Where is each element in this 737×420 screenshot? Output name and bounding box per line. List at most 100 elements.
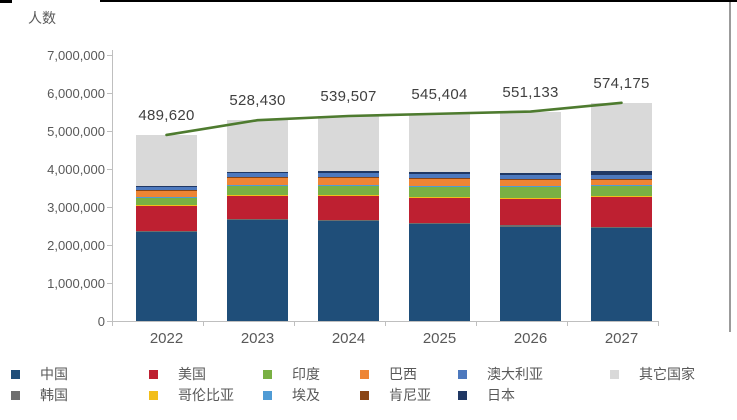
trend-point-label: 528,430 (229, 92, 286, 110)
bar-segment-2023-肯尼亚 (227, 177, 288, 179)
bar-segment-2026-埃及 (500, 186, 561, 188)
bar-segment-2026-澳大利亚 (500, 174, 561, 180)
y-tick-mark (107, 245, 112, 246)
trend-point-label: 551,133 (502, 83, 559, 101)
legend-label: 哥伦比亚 (178, 387, 234, 403)
bar-segment-2026-哥伦比亚 (500, 198, 561, 200)
bar-segment-2027-韩国 (591, 226, 652, 228)
x-tick-mark (294, 321, 295, 326)
bar-segment-2022-印度 (136, 197, 197, 206)
bar-segment-2023-澳大利亚 (227, 173, 288, 177)
legend-label: 印度 (292, 366, 320, 382)
trend-point-label: 545,404 (411, 85, 468, 103)
legend-item-印度: 印度 (263, 364, 320, 384)
legend-label: 韩国 (40, 387, 68, 403)
legend-swatch-icon (610, 369, 619, 379)
bar-segment-2025-中国 (409, 224, 470, 321)
bar-segment-2024-印度 (318, 185, 379, 196)
bar-segment-2022-埃及 (136, 196, 197, 198)
bar-segment-2023-哥伦比亚 (227, 195, 288, 197)
trend-point-label: 574,175 (593, 74, 650, 92)
legend-swatch-icon (360, 390, 369, 400)
legend-item-埃及: 埃及 (263, 385, 320, 405)
bar-segment-2025-肯尼亚 (409, 178, 470, 180)
x-category-label-2024: 2024 (331, 330, 366, 347)
y-tick-label: 7,000,000 (47, 48, 105, 63)
bar-segment-2027-中国 (591, 227, 652, 321)
bar-segment-2023-巴西 (227, 177, 288, 185)
bar-segment-2025-巴西 (409, 179, 470, 186)
bar-segment-2026-美国 (500, 198, 561, 226)
y-tick-mark (107, 283, 112, 284)
y-axis-line (112, 50, 113, 321)
bar-segment-2024-哥伦比亚 (318, 195, 379, 197)
bar-segment-2022-其它国家 (136, 134, 197, 186)
legend-item-韩国: 韩国 (11, 385, 68, 405)
bar-segment-2023-印度 (227, 185, 288, 196)
y-tick-label: 3,000,000 (47, 200, 105, 215)
bar-segment-2027-澳大利亚 (591, 174, 652, 179)
bar-segment-2026-中国 (500, 226, 561, 321)
legend-swatch-icon (149, 369, 158, 379)
legend-swatch-icon (458, 390, 467, 400)
bar-segment-2026-印度 (500, 187, 561, 199)
legend-swatch-icon (458, 369, 467, 379)
bar-segment-2023-韩国 (227, 218, 288, 221)
x-tick-mark (567, 321, 568, 326)
legend-item-其它国家: 其它国家 (610, 364, 695, 384)
legend-label: 其它国家 (639, 366, 695, 382)
bar-segment-2026-肯尼亚 (500, 179, 561, 181)
legend-item-中国: 中国 (11, 364, 68, 384)
x-category-label-2027: 2027 (604, 330, 639, 347)
bar-segment-2027-美国 (591, 196, 652, 227)
bar-segment-2022-哥伦比亚 (136, 205, 197, 207)
bar-segment-2025-美国 (409, 197, 470, 223)
y-tick-label: 0 (97, 314, 105, 329)
legend-item-巴西: 巴西 (360, 364, 417, 384)
legend-label: 肯尼亚 (389, 387, 431, 403)
bar-segment-2023-美国 (227, 196, 288, 219)
bar-segment-2024-中国 (318, 221, 379, 321)
y-tick-label: 4,000,000 (47, 162, 105, 177)
legend-swatch-icon (11, 390, 20, 400)
bar-segment-2026-其它国家 (500, 111, 561, 173)
trend-polyline (165, 101, 623, 137)
y-tick-label: 1,000,000 (47, 276, 105, 291)
y-tick-mark (107, 207, 112, 208)
bar-segment-2027-哥伦比亚 (591, 196, 652, 198)
legend-swatch-icon (149, 390, 158, 400)
y-tick-label: 6,000,000 (47, 86, 105, 101)
y-tick-mark (107, 131, 112, 132)
x-category-label-2026: 2026 (513, 330, 548, 347)
x-tick-mark (385, 321, 386, 326)
x-tick-mark (476, 321, 477, 326)
y-tick-mark (107, 55, 112, 56)
bar-segment-2024-美国 (318, 196, 379, 221)
bar-segment-2022-肯尼亚 (136, 189, 197, 191)
legend-label: 日本 (487, 387, 515, 403)
bar-segment-2025-韩国 (409, 222, 470, 225)
bar-segment-2024-巴西 (318, 177, 379, 185)
bar-segment-2025-哥伦比亚 (409, 197, 470, 198)
bar-segment-2027-巴西 (591, 179, 652, 185)
y-tick-mark (107, 169, 112, 170)
y-tick-mark (107, 321, 112, 322)
bar-segment-2024-韩国 (318, 220, 379, 222)
bar-segment-2027-印度 (591, 185, 652, 197)
bar-segment-2025-日本 (409, 171, 470, 174)
legend-label: 巴西 (389, 366, 417, 382)
bar-segment-2026-巴西 (500, 180, 561, 187)
legend-item-美国: 美国 (149, 364, 206, 384)
bar-segment-2022-美国 (136, 205, 197, 231)
bar-segment-2027-日本 (591, 171, 652, 175)
top-left-border-fragment (0, 0, 12, 3)
x-tick-mark (658, 321, 659, 326)
legend-swatch-icon (263, 369, 272, 379)
x-category-label-2025: 2025 (422, 330, 457, 347)
y-tick-label: 2,000,000 (47, 238, 105, 253)
bar-segment-2026-日本 (500, 172, 561, 175)
chart-right-border (729, 2, 731, 332)
legend-label: 美国 (178, 366, 206, 382)
